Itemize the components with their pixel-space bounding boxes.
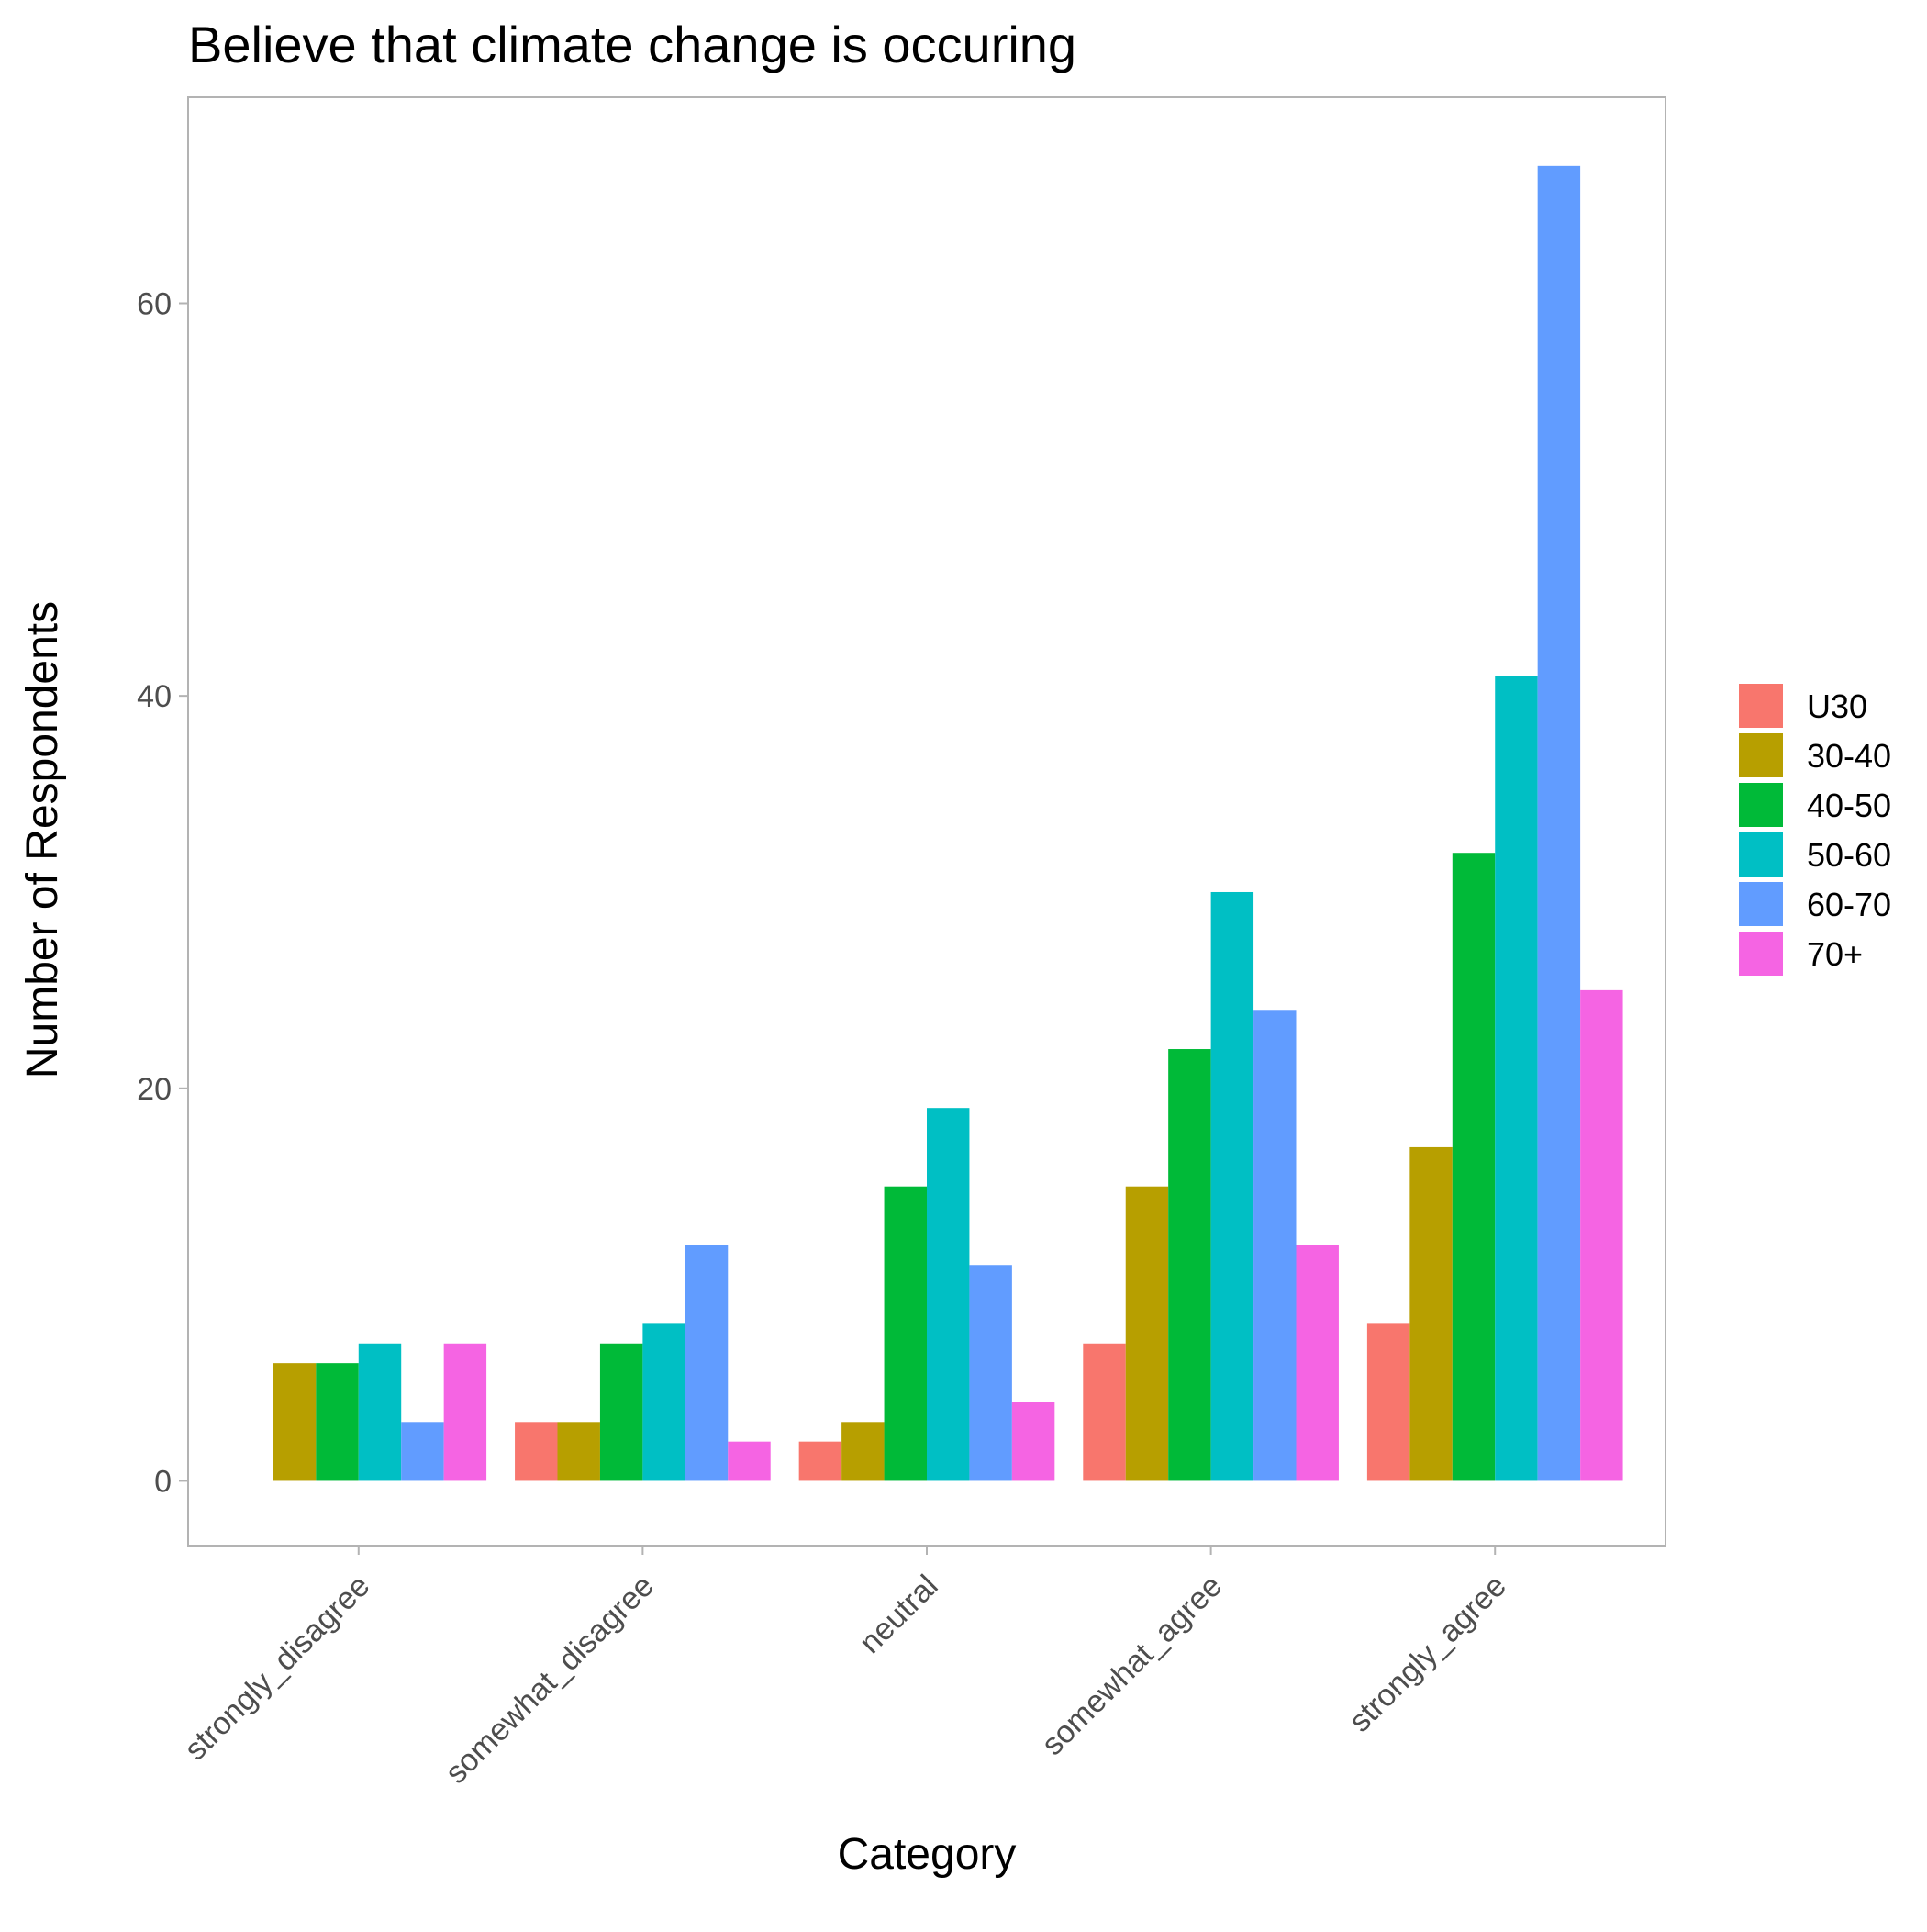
bar-somewhat-disagree-30-40: [557, 1422, 600, 1481]
legend-label-60-70: 60-70: [1807, 886, 1891, 923]
bar-neutral-50-60: [927, 1108, 970, 1481]
bar-strongly-agree-30-40: [1409, 1146, 1453, 1481]
bar-somewhat-agree-60-70: [1253, 1010, 1297, 1481]
bar-strongly-disagree-60-70: [401, 1422, 444, 1481]
legend-key-40-50: [1739, 783, 1783, 827]
legend-label-40-50: 40-50: [1807, 787, 1891, 824]
bar-strongly-agree-40-50: [1452, 853, 1496, 1481]
bar-strongly-agree-70: [1580, 989, 1623, 1481]
x-axis-title: Category: [838, 1830, 1017, 1879]
bar-somewhat-disagree-50-60: [642, 1323, 685, 1481]
legend-key-30-40: [1739, 733, 1783, 777]
bar-neutral-60-70: [969, 1265, 1012, 1481]
chart-title: Believe that climate change is occuring: [188, 16, 1076, 73]
bar-somewhat-agree-70: [1296, 1245, 1339, 1481]
y-axis: 0 20 40 60: [137, 287, 188, 1499]
y-tick-label: 40: [137, 679, 172, 714]
legend-label-u30: U30: [1807, 687, 1867, 725]
bar-somewhat-agree-u30: [1083, 1343, 1126, 1481]
bar-somewhat-disagree-40-50: [599, 1343, 643, 1481]
bar-strongly-disagree-50-60: [358, 1343, 402, 1481]
legend-key-60-70: [1739, 882, 1783, 926]
legend-label-30-40: 30-40: [1807, 737, 1891, 775]
bar-neutral-40-50: [884, 1186, 927, 1481]
bar-neutral-30-40: [841, 1422, 885, 1481]
legend-key-70: [1739, 932, 1783, 976]
legend-key-50-60: [1739, 832, 1783, 877]
bar-strongly-disagree-40-50: [316, 1363, 359, 1481]
legend-label-70: 70+: [1807, 935, 1863, 973]
y-tick-label: 20: [137, 1072, 172, 1107]
bar-somewhat-agree-50-60: [1210, 891, 1254, 1481]
legend: U30 30-40 40-50 50-60 60-70 70+: [1739, 684, 1891, 976]
bar-strongly-agree-60-70: [1537, 165, 1581, 1481]
legend-key-u30: [1739, 684, 1783, 728]
bar-neutral-u30: [798, 1441, 842, 1481]
y-tick-label: 0: [154, 1464, 172, 1499]
bar-strongly-agree-u30: [1366, 1323, 1410, 1481]
legend-label-50-60: 50-60: [1807, 836, 1891, 874]
y-tick-label: 60: [137, 287, 172, 322]
bar-somewhat-disagree-60-70: [685, 1245, 729, 1481]
bar-neutral-70: [1011, 1402, 1055, 1481]
bar-somewhat-disagree-70: [728, 1441, 771, 1481]
bar-somewhat-agree-40-50: [1168, 1049, 1211, 1481]
bar-somewhat-agree-30-40: [1125, 1186, 1169, 1481]
bar-strongly-agree-50-60: [1495, 676, 1538, 1481]
y-axis-title: Number of Respondents: [18, 601, 67, 1078]
bar-somewhat-disagree-u30: [515, 1422, 558, 1481]
bar-strongly-disagree-70: [443, 1343, 487, 1481]
bars-layer: [273, 165, 1623, 1481]
bar-strongly-disagree-30-40: [273, 1363, 317, 1481]
